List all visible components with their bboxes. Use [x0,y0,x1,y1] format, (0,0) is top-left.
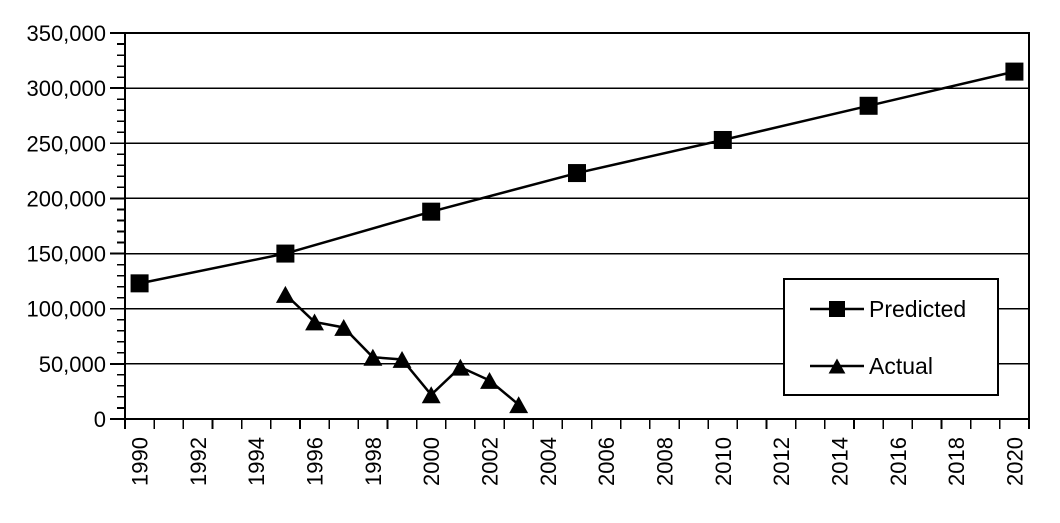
x-tick-label: 1996 [303,437,328,486]
y-tick-label: 100,000 [26,297,106,322]
x-tick-label: 2008 [652,437,677,486]
legend-label-predicted: Predicted [869,296,966,322]
y-tick-label: 50,000 [39,352,106,377]
legend-entry-actual: Actual [810,353,933,379]
predicted-square-marker [713,130,732,149]
y-tick-label: 300,000 [26,76,106,101]
predicted-square-marker [276,244,295,263]
actual-triangle-marker [421,386,441,404]
predicted-square-marker [568,164,586,183]
y-tick-label: 150,000 [26,242,106,267]
actual-triangle-marker [392,350,412,368]
legend-box: Predicted Actual [783,278,999,396]
plot-border [124,32,1030,420]
predicted-square-marker [422,202,441,221]
actual-triangle-marker [275,285,295,303]
series-actual [275,285,529,414]
predicted-square-marker [1005,62,1024,81]
actual-triangle-marker [450,358,470,376]
x-tick-label: 2004 [536,437,561,486]
y-axis-labels: 0 50,000 100,000 150,000 200,000 250,000 300,0… [26,21,106,432]
x-tick-label: 2016 [886,437,911,486]
y-tick-label: 350,000 [26,21,106,46]
x-tick-label: 1994 [244,437,269,486]
predicted-square-marker [130,274,149,293]
x-tick-label: 1992 [186,437,211,486]
x-axis-ticks [124,419,1030,429]
y-axis-ticks [110,32,125,420]
x-tick-label: 1990 [128,437,153,486]
actual-triangle-marker [480,371,499,389]
legend-square-icon [829,301,845,317]
x-tick-label: 2006 [594,437,619,486]
x-tick-label: 2012 [769,437,794,486]
x-tick-label: 2014 [827,437,852,486]
x-axis-labels: 1990 1992 1994 1996 1998 2000 2002 2004 2006 2008… [128,437,1028,486]
series-predicted [130,62,1024,293]
actual-triangle-marker [363,348,383,366]
x-tick-label: 2002 [478,437,503,486]
x-tick-label: 1998 [361,437,386,486]
x-tick-label: 2018 [944,437,969,486]
y-tick-label: 200,000 [26,186,106,211]
legend-border [783,278,999,396]
y-tick-label: 250,000 [26,131,106,156]
predicted-square-marker [859,96,878,115]
y-tick-label: 0 [94,407,106,432]
x-tick-label: 2010 [711,437,736,486]
x-tick-label: 2000 [419,437,444,486]
legend-label-actual: Actual [869,353,933,379]
legend-triangle-icon [828,358,846,374]
actual-triangle-marker [334,319,354,336]
actual-triangle-marker [509,396,529,414]
x-tick-label: 2020 [1002,437,1027,486]
actual-triangle-marker [305,313,324,331]
legend-entry-predicted: Predicted [810,296,966,322]
